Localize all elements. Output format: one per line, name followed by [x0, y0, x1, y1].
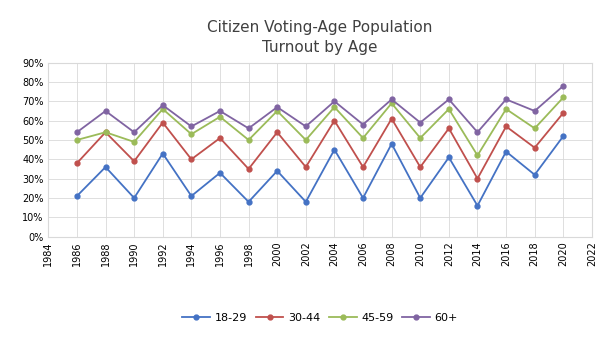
- 45-59: [73, 138, 80, 142]
- 30-44: [388, 117, 395, 121]
- 18-29: [531, 173, 538, 177]
- 18-29: [302, 200, 309, 204]
- 45-59: [102, 130, 109, 134]
- 60+: [188, 124, 195, 128]
- Title: Citizen Voting-Age Population
Turnout by Age: Citizen Voting-Age Population Turnout by…: [207, 20, 433, 55]
- 45-59: [474, 153, 481, 158]
- 60+: [560, 84, 567, 88]
- 45-59: [216, 115, 223, 119]
- 60+: [531, 109, 538, 113]
- 18-29: [188, 194, 195, 198]
- 45-59: [188, 132, 195, 136]
- 45-59: [531, 126, 538, 130]
- 30-44: [159, 120, 166, 125]
- 18-29: [102, 165, 109, 169]
- 30-44: [445, 126, 452, 130]
- 30-44: [417, 165, 424, 169]
- 30-44: [245, 167, 252, 171]
- 18-29: [331, 148, 338, 152]
- 60+: [130, 130, 138, 134]
- 45-59: [245, 138, 252, 142]
- 30-44: [130, 159, 138, 163]
- 45-59: [130, 140, 138, 144]
- 60+: [274, 105, 281, 109]
- 45-59: [159, 107, 166, 111]
- Line: 18-29: 18-29: [74, 134, 566, 208]
- 18-29: [216, 171, 223, 175]
- 18-29: [245, 200, 252, 204]
- 18-29: [388, 142, 395, 146]
- 60+: [331, 99, 338, 103]
- 60+: [503, 97, 510, 102]
- Line: 45-59: 45-59: [74, 95, 566, 158]
- 45-59: [560, 95, 567, 100]
- 45-59: [359, 136, 367, 140]
- 18-29: [560, 134, 567, 138]
- 18-29: [474, 204, 481, 208]
- 60+: [216, 109, 223, 113]
- 30-44: [531, 145, 538, 150]
- Line: 30-44: 30-44: [74, 110, 566, 181]
- 60+: [359, 122, 367, 127]
- 30-44: [73, 161, 80, 165]
- 45-59: [302, 138, 309, 142]
- 45-59: [445, 107, 452, 111]
- 60+: [102, 109, 109, 113]
- 60+: [474, 130, 481, 134]
- 60+: [302, 124, 309, 128]
- 30-44: [102, 130, 109, 134]
- 30-44: [274, 130, 281, 134]
- 60+: [445, 97, 452, 102]
- 45-59: [331, 105, 338, 109]
- Legend: 18-29, 30-44, 45-59, 60+: 18-29, 30-44, 45-59, 60+: [178, 308, 463, 327]
- 45-59: [503, 107, 510, 111]
- 60+: [417, 120, 424, 125]
- 60+: [245, 126, 252, 130]
- 18-29: [274, 169, 281, 173]
- 30-44: [302, 165, 309, 169]
- 30-44: [216, 136, 223, 140]
- 18-29: [130, 196, 138, 200]
- 60+: [388, 97, 395, 102]
- 18-29: [73, 194, 80, 198]
- 18-29: [417, 196, 424, 200]
- 18-29: [445, 155, 452, 159]
- 30-44: [474, 176, 481, 181]
- 30-44: [560, 111, 567, 115]
- Line: 60+: 60+: [74, 84, 566, 135]
- 30-44: [359, 165, 367, 169]
- 45-59: [417, 136, 424, 140]
- 45-59: [274, 109, 281, 113]
- 60+: [73, 130, 80, 134]
- 60+: [159, 103, 166, 107]
- 18-29: [503, 150, 510, 154]
- 45-59: [388, 101, 395, 105]
- 18-29: [359, 196, 367, 200]
- 30-44: [331, 119, 338, 123]
- 30-44: [503, 124, 510, 128]
- 30-44: [188, 157, 195, 161]
- 18-29: [159, 151, 166, 156]
